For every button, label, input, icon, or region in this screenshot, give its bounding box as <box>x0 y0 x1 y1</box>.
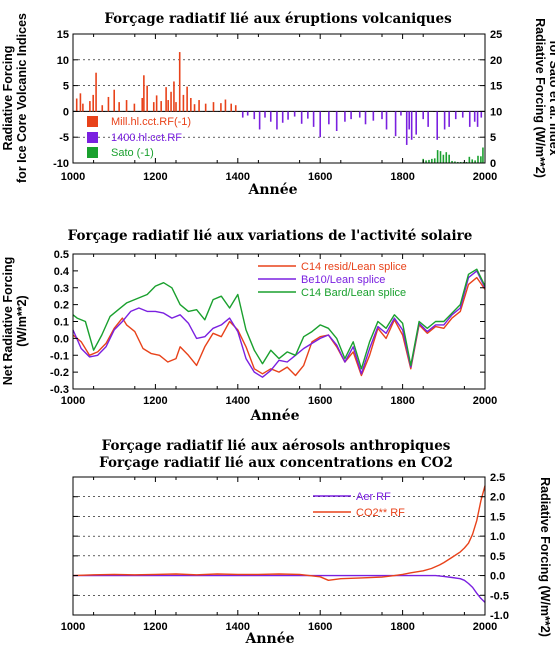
solar-x-tick-label: 1400 <box>226 395 250 407</box>
volcanic-y-tick-label: 0 <box>490 158 496 170</box>
solar-y-tick-label: -0.1 <box>50 350 69 362</box>
aerosol-co2-x-tick-label: 1400 <box>226 621 250 633</box>
aerosol-co2-y-tick-label: -1.0 <box>490 610 509 622</box>
solar-legend-label: C14 resid/Lean splice <box>301 261 407 273</box>
solar-y-tick-label: 0.4 <box>54 266 70 278</box>
solar-x-axis-label: Année <box>249 408 299 424</box>
aerosol-co2-y-tick-label: 1.0 <box>490 531 505 543</box>
volcanic-plot-area <box>72 33 486 164</box>
aerosol-co2-legend: Aer RF CO2** RF <box>313 491 405 519</box>
volcanic-y-tick-label: 5 <box>490 132 496 144</box>
volcanic-y-axis-label-left-line1: Radiative Forcing <box>1 46 15 151</box>
solar-x-tick-label: 1200 <box>143 395 167 407</box>
aerosol-co2-x-tick-label: 1800 <box>390 621 414 633</box>
volcanic-legend: Mill.hl.cct.RF(-1) 1400.hl.cct.RF Sato (-1… <box>87 116 191 159</box>
solar-y-axis-label-line2: (W/m**2) <box>15 295 29 346</box>
solar-x-tick-label: 1800 <box>390 395 414 407</box>
volcanic-y-tick-label: -5 <box>59 132 69 144</box>
volcanic-y-tick-label: 10 <box>490 106 502 118</box>
aerosol-co2-y-tick-label: 1.5 <box>490 511 505 523</box>
volcanic-y-tick-label: 10 <box>57 55 69 67</box>
volcanic-y-tick-label: 20 <box>490 55 502 67</box>
solar-y-ticks-left: -0.3 -0.2 -0.1 0.0 0.1 0.2 0.3 0.4 0.5 <box>50 249 78 396</box>
aerosol-co2-y-tick-label: 0.0 <box>490 571 505 583</box>
aerosol-co2-series-line-CO2** RF <box>72 485 486 581</box>
solar-y-tick-label: 0.2 <box>54 300 69 312</box>
volcanic-x-axis-label: Année <box>247 182 297 198</box>
aerosol-co2-x-axis-label: Année <box>244 631 294 647</box>
solar-y-tick-label: -0.2 <box>50 367 69 379</box>
volcanic-x-tick-label: 1000 <box>61 171 85 183</box>
solar-y-tick-label: 0.3 <box>54 283 69 295</box>
aerosol-co2-x-tick-label: 1000 <box>61 621 85 633</box>
volcanic-y-axis-label-right-line1: Radiative Forcing (W/m**2) <box>533 18 547 178</box>
volcanic-y-tick-label: 15 <box>57 29 69 41</box>
aerosol-co2-frame <box>72 476 486 616</box>
solar-y-tick-label: 0.5 <box>54 249 69 261</box>
solar-panel-title: Forçage radiatif lié aux variations de l… <box>68 228 473 244</box>
aerosol-co2-y-tick-label: -0.5 <box>490 590 509 602</box>
volcanic-y-tick-label: 5 <box>63 81 69 93</box>
aerosol-co2-series-line-Aer RF <box>73 574 486 603</box>
aerosol-panel-title-line1: Forçage radiatif lié aux aérosols anthro… <box>102 438 451 454</box>
solar-y-tick-label: -0.3 <box>50 384 69 396</box>
solar-y-axis-label-line1: Net Radiative Forcing <box>1 257 15 386</box>
volcanic-y-tick-label: 0 <box>63 106 69 118</box>
volcanic-panel-title: Forçage radiatif lié aux éruptions volca… <box>104 11 452 27</box>
volcanic-y-tick-label: 15 <box>490 81 502 93</box>
solar-x-tick-label: 1600 <box>308 395 332 407</box>
volcanic-legend-swatch <box>87 132 98 143</box>
aerosol-co2-x-ticks: 1000 1200 1400 1600 1800 2000 <box>61 477 497 633</box>
volcanic-x-tick-label: 1600 <box>308 171 332 183</box>
volcanic-y-tick-label: -10 <box>53 158 69 170</box>
aerosol-co2-plot-area <box>72 476 486 616</box>
volcanic-x-ticks: 1000 1200 1400 1600 1800 2000 <box>61 34 497 183</box>
volcanic-x-tick-label: 1400 <box>226 171 250 183</box>
volcanic-y-tick-label: 25 <box>490 29 502 41</box>
aerosol-co2-legend-label: CO2** RF <box>356 507 405 519</box>
aerosol-co2-y-tick-label: 2.0 <box>490 492 505 504</box>
aerosol-co2-y-tick-label: 0.5 <box>490 551 505 563</box>
volcanic-legend-label: Mill.hl.cct.RF(-1) <box>111 116 191 128</box>
aerosol-co2-y-ticks-right: -1.0 -0.5 0.0 0.5 1.0 1.5 2.0 2.5 <box>480 472 509 622</box>
aerosol-co2-y-tick-label: 2.5 <box>490 472 505 484</box>
volcanic-y-axis-label-left-line2: for Ice Core Volcanic Indices <box>15 13 29 183</box>
aerosol-panel-title-line2: Forçage radiatif lié aux concentrations … <box>99 455 453 471</box>
volcanic-x-tick-label: 2000 <box>473 171 497 183</box>
aerosol-co2-y-axis-label-right: Radiative Forcing (W/m**2) <box>538 477 552 637</box>
solar-y-tick-label: 0.0 <box>54 333 69 345</box>
volcanic-y-ticks-left: -10 -5 0 5 10 15 <box>53 29 78 170</box>
aerosol-co2-legend-label: Aer RF <box>356 491 391 503</box>
volcanic-legend-label: 1400.hl.cct.RF <box>111 132 182 144</box>
solar-x-tick-label: 1000 <box>61 395 85 407</box>
solar-x-ticks: 1000 1200 1400 1600 1800 2000 <box>61 254 497 407</box>
volcanic-x-tick-label: 1800 <box>390 171 414 183</box>
solar-y-tick-label: 0.1 <box>54 317 69 329</box>
solar-plot-area <box>72 253 486 390</box>
solar-forcing-panel: Forçage radiatif lié aux variations de l… <box>1 228 497 424</box>
aerosol-co2-x-tick-label: 2000 <box>473 621 497 633</box>
solar-x-tick-label: 2000 <box>473 395 497 407</box>
volcanic-y-ticks-right: 0 5 10 15 20 25 <box>480 29 502 170</box>
aerosol-co2-panel: Forçage radiatif lié aux aérosols anthro… <box>61 438 552 647</box>
volcanic-x-tick-label: 1200 <box>143 171 167 183</box>
volcanic-legend-label: Sato (-1) <box>111 147 154 159</box>
aerosol-co2-x-tick-label: 1200 <box>143 621 167 633</box>
volcanic-legend-swatch <box>87 147 98 158</box>
solar-legend-label: Be10/Lean splice <box>301 274 385 286</box>
solar-legend-label: C14 Bard/Lean splice <box>301 287 406 299</box>
aerosol-co2-x-tick-label: 1600 <box>308 621 332 633</box>
volcanic-y-axis-label-right-line2: for Sato et al. Index <box>547 40 555 155</box>
solar-frame <box>72 253 486 390</box>
volcanic-frame <box>72 33 486 164</box>
volcanic-legend-swatch <box>87 116 98 127</box>
solar-series-line-C14 Bard/Lean splice <box>72 268 486 370</box>
volcanic-forcing-panel: Forçage radiatif lié aux éruptions volca… <box>1 11 555 198</box>
